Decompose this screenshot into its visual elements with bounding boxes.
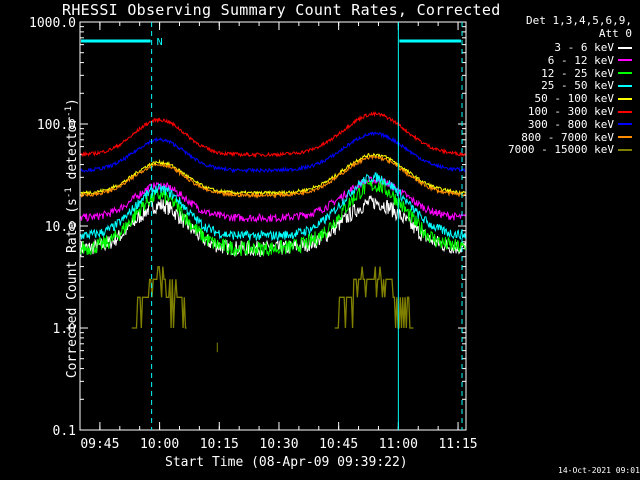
series-line — [80, 178, 466, 257]
x-tick-label: 09:45 — [80, 437, 119, 452]
legend-item: 25 - 50 keV — [541, 79, 632, 92]
legend-label: 12 - 25 keV — [541, 66, 614, 80]
flag-label: N — [157, 37, 163, 48]
legend-label: 6 - 12 keV — [547, 53, 614, 67]
legend-label: 7000 - 15000 keV — [508, 143, 614, 157]
legend-item: 12 - 25 keV — [541, 67, 632, 80]
legend-item: 100 - 300 keV — [528, 105, 632, 118]
legend-item: 6 - 12 keV — [548, 54, 632, 67]
legend-item: 7000 - 15000 keV — [508, 143, 632, 156]
series-line — [80, 195, 466, 258]
legend-label: 100 - 300 keV — [527, 105, 614, 118]
x-tick-label: 11:15 — [438, 437, 477, 452]
series-line-7000-15000 — [334, 266, 414, 329]
y-tick-label: 1.0 — [53, 322, 76, 337]
x-tick-label: 10:15 — [200, 437, 239, 452]
legend-swatch — [618, 84, 632, 87]
legend-item: 800 - 7000 keV — [521, 131, 632, 144]
x-axis-label: Start Time (08-Apr-09 09:39:22) — [165, 455, 408, 470]
y-tick-label: 100.0 — [37, 118, 76, 133]
series-line — [80, 131, 466, 174]
legend-header-line2: Att 0 — [598, 27, 632, 40]
date-stamp: 14-Oct-2021 09:01 — [558, 466, 640, 475]
legend-swatch — [618, 148, 632, 151]
legend-header-line1: Det 1,3,4,5,6,9, — [526, 14, 632, 27]
series-line — [80, 155, 466, 199]
legend-swatch — [618, 97, 632, 100]
series-line — [80, 172, 466, 242]
legend-label: 3 - 6 keV — [554, 41, 614, 54]
series-line — [80, 110, 466, 159]
legend-swatch — [618, 72, 632, 75]
legend-label: 50 - 100 keV — [534, 92, 614, 106]
legend-item: 3 - 6 keV — [554, 41, 632, 54]
x-tick-label: 10:30 — [259, 437, 298, 452]
legend-label: 300 - 800 keV — [527, 117, 614, 131]
plot-frame — [79, 21, 467, 431]
legend-label: 800 - 7000 keV — [521, 130, 614, 144]
legend-swatch — [618, 123, 632, 126]
legend-swatch — [618, 136, 632, 139]
x-tick-label: 11:00 — [379, 437, 418, 452]
legend-swatch — [618, 110, 632, 113]
y-axis-label: Corrected Count Rate (s-1 detector-1) — [63, 98, 81, 379]
legend-label: 25 - 50 keV — [541, 79, 614, 93]
series-line — [80, 175, 466, 224]
series-line — [80, 152, 466, 197]
y-tick-label: 10.0 — [45, 220, 76, 235]
series-line-7000-15000 — [131, 265, 187, 329]
legend-item: 300 - 800 keV — [528, 118, 632, 131]
legend-swatch — [618, 59, 632, 62]
legend-item: 50 - 100 keV — [535, 92, 632, 105]
legend-swatch — [618, 46, 632, 49]
y-tick-label: 0.1 — [53, 424, 76, 439]
x-tick-label: 10:00 — [140, 437, 179, 452]
x-tick-label: 10:45 — [319, 437, 358, 452]
y-tick-label: 1000.0 — [29, 16, 76, 31]
chart-title: RHESSI Observing Summary Count Rates, Co… — [62, 1, 501, 19]
